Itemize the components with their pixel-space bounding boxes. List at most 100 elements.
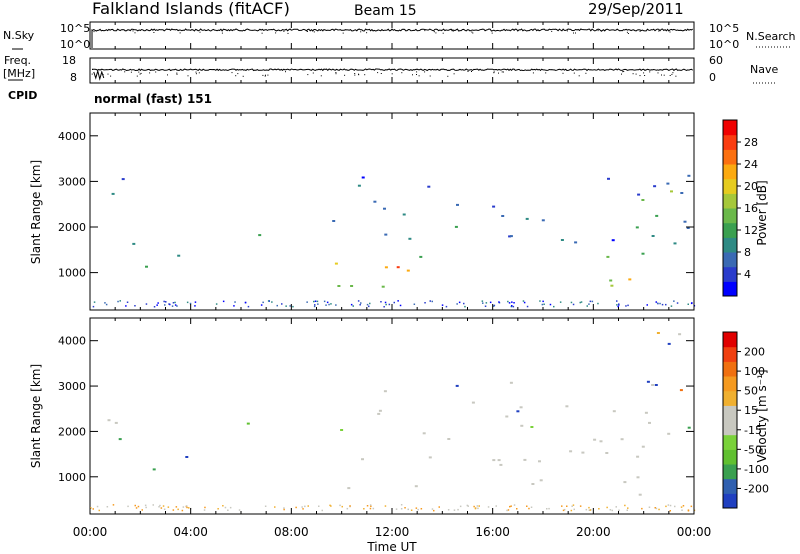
power-noise [222, 300, 225, 303]
velocity-noise [135, 507, 138, 509]
power-noise [171, 305, 174, 307]
velocity-noise [690, 505, 693, 508]
nave-point [231, 72, 233, 74]
nave-point [149, 72, 151, 74]
nave-point [493, 72, 495, 74]
colorbar-swatch [723, 164, 737, 180]
velocity-noise [566, 505, 568, 507]
colorbar-swatch [723, 493, 737, 509]
colorbar-swatch [723, 464, 737, 480]
velocity-noise [477, 507, 479, 510]
velocity-cell [638, 493, 642, 496]
x-tick-label: 00:00 [73, 525, 108, 539]
power-cell [350, 285, 354, 287]
power-noise [510, 305, 513, 308]
x-tick-label: 08:00 [274, 525, 309, 539]
power-noise [489, 301, 492, 304]
nave-point [493, 71, 495, 73]
power-noise [482, 302, 484, 304]
power-noise [481, 300, 484, 302]
nsearch-point [153, 32, 155, 33]
power-noise [352, 305, 354, 307]
velocity-cell [361, 458, 364, 461]
nave-point [91, 73, 93, 75]
velocity-cell [118, 438, 122, 441]
velocity-axes: 1000 2000 3000 4000 [58, 335, 694, 484]
velocity-cell [520, 424, 524, 427]
colorbar-swatch [723, 193, 737, 209]
station-title: Falkland Islands (fitACF) [92, 0, 290, 18]
power-panel-frame [89, 112, 695, 311]
nsearch-point [424, 30, 426, 32]
power-noise [262, 301, 264, 304]
nsearch-point [551, 30, 553, 32]
velocity-cell [565, 405, 569, 408]
velocity-noise [588, 506, 590, 509]
nave-point [391, 73, 393, 75]
nsearch-point [366, 32, 368, 34]
velocity-noise [137, 505, 140, 508]
velocity-noise [307, 505, 309, 507]
nave-point [672, 72, 674, 74]
power-cell [334, 262, 338, 265]
velocity-noise [528, 507, 530, 510]
nsearch-point [360, 31, 362, 33]
power-noise [194, 305, 196, 307]
nsky-tick-bottom: 10^0 [60, 38, 90, 51]
velocity-cell [678, 333, 682, 336]
freq-tick-bottom: 8 [70, 71, 77, 84]
freq-traces [91, 68, 694, 81]
velocity-cell [505, 415, 509, 418]
power-noise [542, 300, 544, 303]
nsearch-point [566, 30, 568, 32]
velocity-cell [636, 476, 640, 479]
power-noise [549, 303, 552, 306]
nsearch-point [179, 32, 181, 34]
colorbar-frame [722, 331, 738, 509]
velocity-noise [516, 508, 518, 510]
velocity-noise [546, 508, 548, 510]
power-noise [523, 301, 526, 304]
power-cell [381, 285, 385, 288]
power-cell [611, 239, 615, 242]
velocity-noise [106, 506, 109, 508]
velocity-noise [159, 504, 161, 507]
velocity-noise [188, 507, 190, 509]
power-noise [553, 305, 555, 308]
nsearch-point [134, 32, 136, 34]
velocity-noise [167, 506, 170, 508]
velocity-noise [295, 506, 297, 509]
nave-point [429, 75, 431, 77]
power-noise [445, 305, 448, 308]
velocity-noise [127, 505, 129, 508]
power-cell [641, 199, 645, 201]
velocity-noise [615, 506, 617, 508]
power-noise [234, 301, 236, 303]
nave-point [380, 73, 382, 74]
power-noise [458, 301, 461, 304]
nave-point [377, 72, 379, 74]
velocity-noise [641, 507, 643, 510]
power-noise [313, 305, 316, 308]
power-noise [539, 300, 541, 302]
velocity-noise [626, 509, 628, 511]
power-noise [559, 301, 562, 303]
power-cell [145, 265, 148, 268]
nave-point [354, 74, 356, 76]
velocity-noise [302, 508, 304, 510]
velocity-noise [92, 508, 94, 510]
velocity-noise [572, 504, 575, 506]
power-noise [388, 303, 391, 306]
colorbar-swatch [723, 376, 737, 392]
nsearch-point [597, 30, 599, 32]
nave-point [285, 71, 286, 73]
velocity-noise [611, 509, 613, 512]
power-noise [655, 301, 657, 303]
power-noise [145, 303, 148, 305]
nave-point [573, 72, 575, 74]
velocity-noise [585, 508, 588, 511]
nsearch-label: N.Search [746, 30, 796, 43]
velocity-noise [588, 509, 591, 511]
power-cell [525, 217, 529, 220]
power-noise [156, 304, 158, 306]
